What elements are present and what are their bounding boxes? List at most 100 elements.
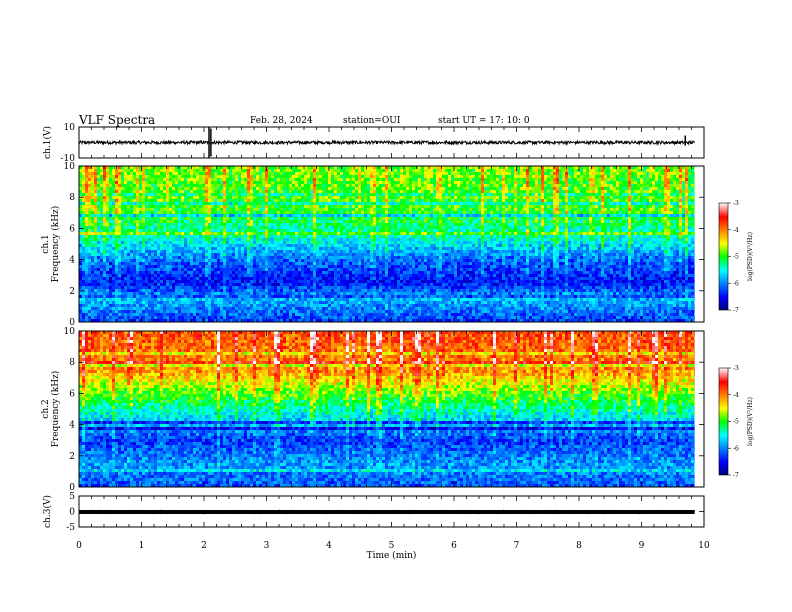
ch1-spectrogram-cell [346,172,349,175]
ch1-spectrogram-cell [313,193,316,196]
ch1-spectrogram-cell [148,307,151,310]
ch1-spectrogram-cell [118,268,121,271]
ch1-spectrogram-cell [130,187,133,190]
ch1-spectrogram-cell [316,298,319,301]
ch1-spectrogram-cell [88,235,91,238]
ch1-spectrogram-cell [328,241,331,244]
ch1-spectrogram-cell [178,319,181,322]
ch1-spectrogram-cell [199,271,202,274]
ch1-spectrogram-cell [298,199,301,202]
ch1-spectrogram-cell [238,259,241,262]
ch1-spectrogram-cell [118,283,121,286]
ch1-spectrogram-cell [196,283,199,286]
ch1-spectrogram-cell [298,295,301,298]
ch1-spectrogram-cell [85,295,88,298]
ch1-spectrogram-cell [139,205,142,208]
ch1-spectrogram-cell [178,190,181,193]
ch1-spectrogram-cell [166,232,169,235]
ch1-spectrogram-cell [154,292,157,295]
ch1-spectrogram-cell [298,313,301,316]
ch1-spectrogram-cell [319,319,322,322]
ch1-spectrogram-cell [307,187,310,190]
ch1-spectrogram-cell [175,286,178,289]
ch1-spectrogram-cell [202,319,205,322]
ch1-spectrogram-cell [277,238,280,241]
ch1-spectrogram-cell [217,202,220,205]
ch1-spectrogram-cell [82,178,85,181]
ch1-spectrogram-cell [241,181,244,184]
ch1-spectrogram-cell [136,172,139,175]
ch1-spectrogram-cell [100,196,103,199]
ch1-spectrogram-cell [163,211,166,214]
ch1-spectrogram-cell [280,190,283,193]
ch1-spectrogram-cell [226,247,229,250]
ch1-spectrogram-cell [268,214,271,217]
ch1-spectrogram-cell [184,241,187,244]
ch1-spectrogram-cell [346,262,349,265]
ch1-spectrogram-cell [352,178,355,181]
ch1-spectrogram-cell [343,304,346,307]
ch1-spectrogram-cell [85,313,88,316]
ch1-spectrogram-cell [298,292,301,295]
ch1-spectrogram-cell [352,286,355,289]
ch1-spectrogram-cell [145,265,148,268]
ch1-spectrogram-cell [220,265,223,268]
ch1-spectrogram-cell [337,301,340,304]
ch1-spectrogram-cell [82,229,85,232]
ch1-spectrogram-cell [103,175,106,178]
ch1-spectrogram-cell [253,310,256,313]
ch1-spectrogram-cell [79,283,82,286]
ch1-spectrogram-cell [148,205,151,208]
ch1-spectrogram-cell [118,232,121,235]
ch1-spectrogram-cell [355,175,358,178]
ch1-spectrogram-cell [103,187,106,190]
ch1-spectrogram-cell [301,211,304,214]
ch1-spectrogram-cell [145,274,148,277]
ch1-spectrogram-cell [349,274,352,277]
ch1-spectrogram-cell [199,232,202,235]
ch1-spectrogram-cell [244,238,247,241]
ch1-spectrogram-cell [142,226,145,229]
ch1-spectrogram-cell [277,283,280,286]
ch1-spectrogram-cell [85,304,88,307]
ch1-spectrogram-cell [124,292,127,295]
ch1-spectrogram-cell [256,289,259,292]
ch1-spectrogram-cell [250,301,253,304]
ch1-spectrogram-cell [277,190,280,193]
ch1-spectrogram-cell [337,313,340,316]
ch1-spectrogram-cell [316,175,319,178]
ch1-spectrogram-cell [322,238,325,241]
ch1-spectrogram-cell [133,172,136,175]
ch1-spectrogram-cell [250,274,253,277]
ch1-spectrogram-cell [199,256,202,259]
ch1-spectrogram-cell [94,196,97,199]
ch1-spectrogram-cell [217,247,220,250]
ch1-spectrogram-cell [130,280,133,283]
ch1-spectrogram-cell [193,307,196,310]
ch1-spectrogram-cell [358,253,361,256]
ch1-spectrogram-cell [355,217,358,220]
ch1-spectrogram-cell [217,304,220,307]
ch1-spectrogram-cell [349,244,352,247]
ch1-spectrogram-cell [205,256,208,259]
ch1-spectrogram-cell [322,271,325,274]
ch1-spectrogram-cell [163,250,166,253]
ch1-spectrogram-cell [301,181,304,184]
ch1-spectrogram-cell [286,175,289,178]
ch1-spectrogram-cell [232,229,235,232]
ch1-spectrogram-cell [148,187,151,190]
ch1-spectrogram-cell [358,238,361,241]
ch1-spectrogram-cell [280,283,283,286]
ch1-spectrogram-cell [304,289,307,292]
ch1-spectrogram-cell [271,256,274,259]
ch1-spectrogram-cell [307,247,310,250]
ch1-spectrogram-cell [151,268,154,271]
ch1-spectrogram-cell [274,235,277,238]
ch1-spectrogram-cell [145,241,148,244]
ch1-spectrogram-cell [169,316,172,319]
ch1-spectrogram-cell [190,202,193,205]
ch1-spectrogram-cell [268,319,271,322]
ch1-spectrogram-cell [166,295,169,298]
ch1-spectrogram-cell [316,286,319,289]
ch1-spectrogram-cell [100,289,103,292]
